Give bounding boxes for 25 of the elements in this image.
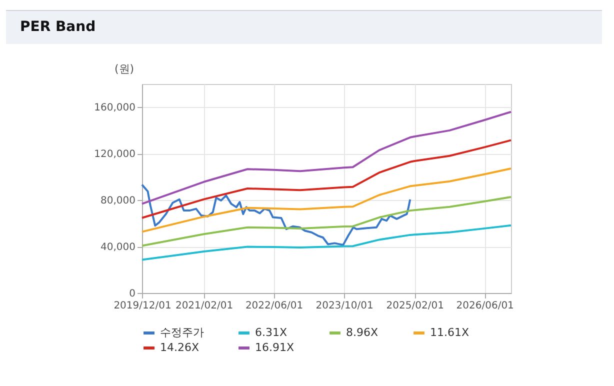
line-series (141, 224, 512, 261)
y-tick-label: 0 (129, 288, 136, 300)
line-series (141, 168, 512, 233)
x-tick-label: 2026/06/01 (456, 300, 514, 312)
legend-label: 8.96X (346, 326, 378, 339)
line-series (141, 110, 512, 205)
y-axis-title: (원) (114, 62, 134, 76)
line-series (141, 139, 512, 219)
legend-label: 14.26X (160, 341, 200, 354)
x-tick-label: 2025/02/01 (386, 300, 444, 312)
line-series (141, 196, 512, 247)
legend-label: 11.61X (430, 326, 470, 339)
legend-label: 6.31X (255, 326, 288, 339)
x-tick-label: 2021/02/01 (175, 300, 234, 312)
x-tick-label: 2019/12/01 (114, 300, 172, 312)
legend-label: 수정주가 (160, 326, 204, 339)
y-tick-label: 160,000 (94, 102, 136, 114)
y-tick-label: 80,000 (100, 196, 136, 207)
y-tick-label: 40,000 (100, 242, 136, 254)
line-series (141, 184, 412, 246)
y-tick-label: 120,000 (94, 149, 136, 160)
x-tick-label: 2023/10/01 (316, 300, 374, 312)
legend-label: 16.91X (255, 341, 294, 354)
chart-title: PER Band (20, 19, 96, 35)
x-tick-label: 2022/06/01 (245, 300, 304, 312)
